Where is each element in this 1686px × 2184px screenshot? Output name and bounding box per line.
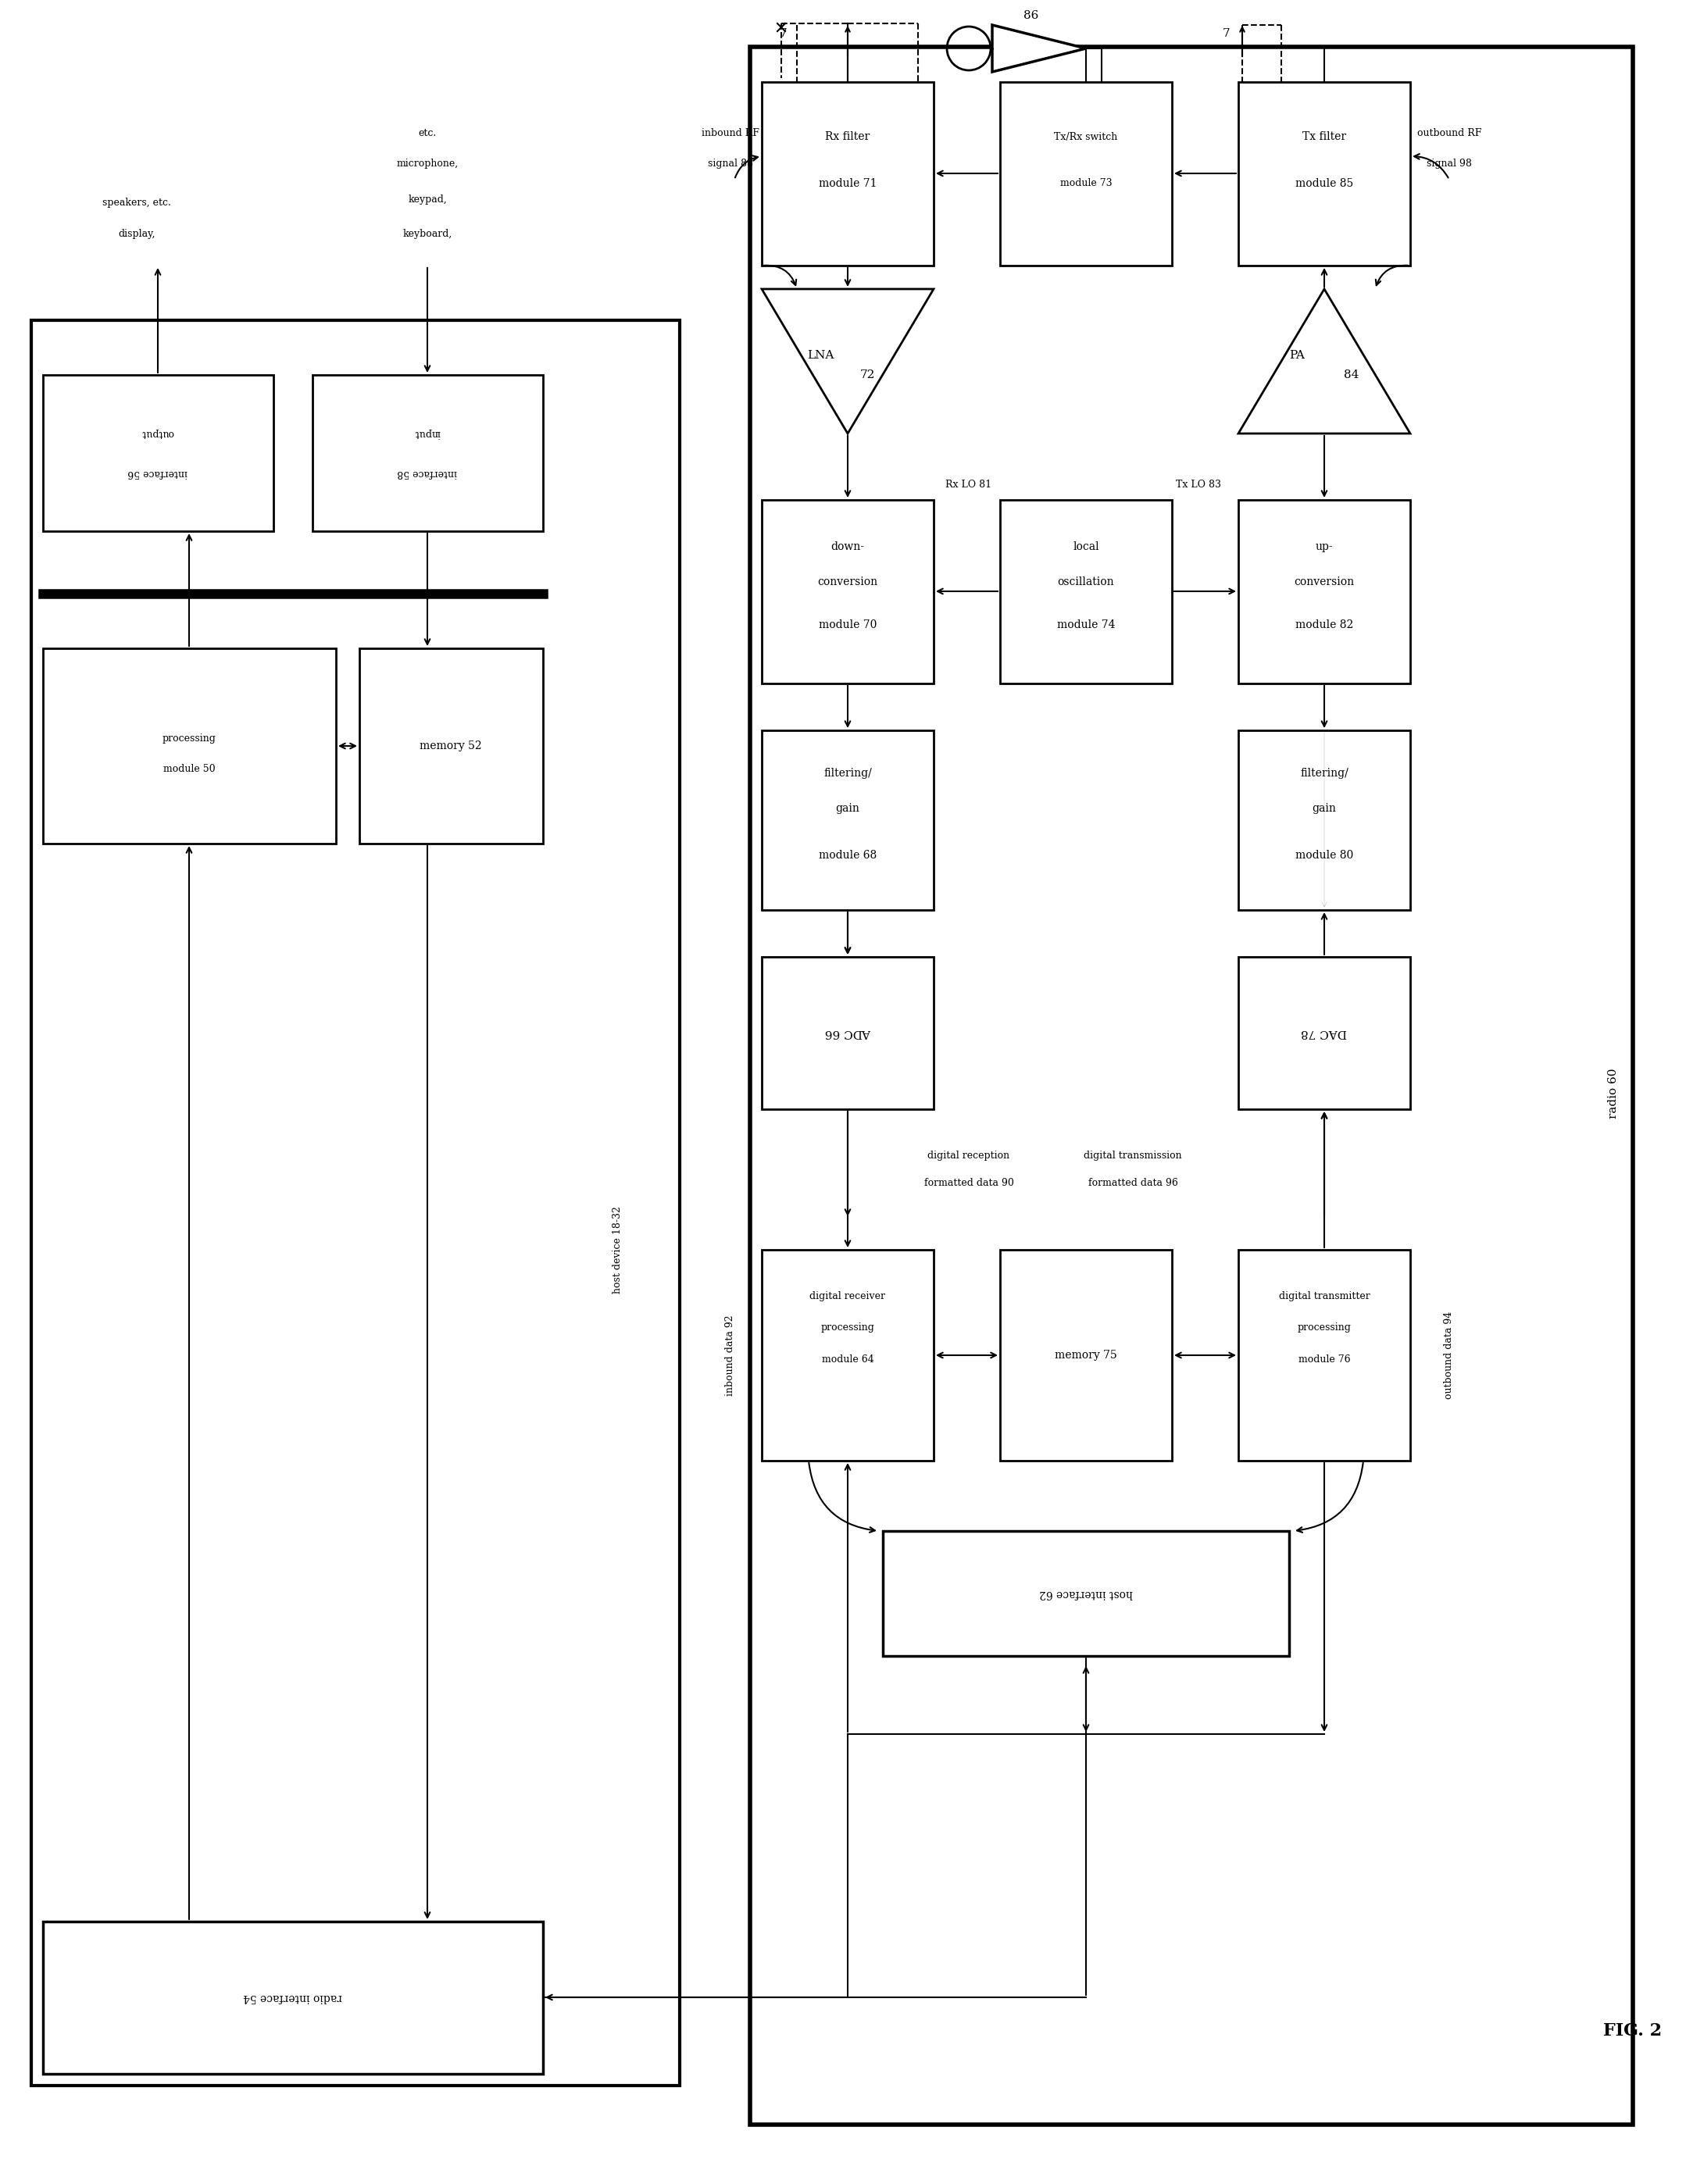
- Text: inbound data 92: inbound data 92: [725, 1315, 735, 1396]
- Text: down-: down-: [831, 542, 865, 553]
- Text: module 73: module 73: [1060, 179, 1113, 188]
- Text: digital receiver: digital receiver: [809, 1291, 885, 1302]
- Bar: [312, 376, 543, 531]
- Text: signal 98: signal 98: [1426, 159, 1472, 168]
- Text: module 64: module 64: [821, 1354, 873, 1365]
- Text: Rx LO 81: Rx LO 81: [946, 478, 991, 489]
- Polygon shape: [762, 288, 934, 432]
- Text: host interface 62: host interface 62: [1039, 1588, 1133, 1599]
- Text: processing: processing: [821, 1324, 875, 1332]
- Text: 7: 7: [781, 28, 787, 39]
- Text: Rx filter: Rx filter: [826, 131, 870, 142]
- Bar: [1238, 957, 1409, 1109]
- Text: memory 75: memory 75: [1055, 1350, 1118, 1361]
- Text: Tx LO 83: Tx LO 83: [1175, 478, 1221, 489]
- Polygon shape: [993, 24, 1086, 72]
- Bar: [1238, 83, 1409, 266]
- Text: processing: processing: [162, 734, 216, 743]
- Text: processing: processing: [1297, 1324, 1350, 1332]
- Text: conversion: conversion: [818, 577, 878, 587]
- Bar: [762, 1249, 934, 1461]
- Bar: [1238, 729, 1409, 911]
- Text: outbound data 94: outbound data 94: [1445, 1310, 1455, 1400]
- Text: 7: 7: [1222, 28, 1231, 39]
- Bar: [42, 649, 336, 843]
- Bar: [762, 957, 934, 1109]
- Bar: [1000, 1249, 1172, 1461]
- Text: interface 56: interface 56: [128, 467, 187, 478]
- Text: memory 52: memory 52: [420, 740, 482, 751]
- Text: DAC 78: DAC 78: [1302, 1026, 1347, 1037]
- Text: up-: up-: [1315, 542, 1334, 553]
- Text: inbound RF: inbound RF: [701, 127, 759, 138]
- Text: outbound RF: outbound RF: [1418, 127, 1482, 138]
- Text: etc.: etc.: [418, 127, 437, 138]
- Text: 84: 84: [1344, 369, 1359, 380]
- Text: filtering/: filtering/: [1300, 769, 1349, 780]
- Bar: [1000, 500, 1172, 684]
- Text: PA: PA: [1290, 349, 1305, 360]
- Text: input: input: [415, 428, 440, 439]
- Text: conversion: conversion: [1295, 577, 1354, 587]
- Text: display,: display,: [118, 229, 155, 240]
- Bar: [762, 729, 934, 911]
- Text: Tx filter: Tx filter: [1302, 131, 1345, 142]
- Text: speakers, etc.: speakers, etc.: [103, 199, 170, 207]
- Text: 86: 86: [1023, 11, 1039, 22]
- Text: host device 18-32: host device 18-32: [612, 1206, 622, 1293]
- Text: module 85: module 85: [1295, 179, 1354, 190]
- Bar: [762, 500, 934, 684]
- Text: digital transmission: digital transmission: [1084, 1151, 1182, 1162]
- Text: digital reception: digital reception: [927, 1151, 1010, 1162]
- Text: module 76: module 76: [1298, 1354, 1350, 1365]
- Bar: [42, 1922, 543, 2075]
- Text: module 68: module 68: [819, 850, 877, 860]
- Text: gain: gain: [1312, 804, 1337, 815]
- Bar: [750, 46, 1632, 2125]
- Text: digital transmitter: digital transmitter: [1278, 1291, 1369, 1302]
- Text: module 74: module 74: [1057, 620, 1114, 631]
- Bar: [883, 1531, 1290, 1655]
- Text: keyboard,: keyboard,: [403, 229, 452, 240]
- Text: formatted data 90: formatted data 90: [924, 1179, 1013, 1188]
- Text: formatted data 96: formatted data 96: [1087, 1179, 1179, 1188]
- Text: radio 60: radio 60: [1608, 1068, 1619, 1118]
- Text: microphone,: microphone,: [396, 159, 459, 168]
- Text: radio interface 54: radio interface 54: [243, 1992, 342, 2003]
- Bar: [32, 321, 679, 2086]
- Bar: [1000, 83, 1172, 266]
- Bar: [1238, 500, 1409, 684]
- Text: module 82: module 82: [1295, 620, 1354, 631]
- Text: FIG. 2: FIG. 2: [1603, 2022, 1662, 2040]
- Bar: [42, 376, 273, 531]
- Bar: [359, 649, 543, 843]
- Text: output: output: [142, 428, 174, 439]
- Text: module 50: module 50: [164, 764, 216, 775]
- Text: module 80: module 80: [1295, 850, 1354, 860]
- Text: gain: gain: [836, 804, 860, 815]
- Text: Tx/Rx switch: Tx/Rx switch: [1054, 131, 1118, 142]
- Text: module 70: module 70: [819, 620, 877, 631]
- Text: LNA: LNA: [808, 349, 835, 360]
- Polygon shape: [1238, 288, 1409, 432]
- Bar: [762, 83, 934, 266]
- Text: keypad,: keypad,: [408, 194, 447, 205]
- Text: filtering/: filtering/: [823, 769, 872, 780]
- Text: 72: 72: [860, 369, 875, 380]
- Text: module 71: module 71: [819, 179, 877, 190]
- Text: oscillation: oscillation: [1057, 577, 1114, 587]
- Text: local: local: [1072, 542, 1099, 553]
- Text: interface 58: interface 58: [398, 467, 457, 478]
- Text: signal 88: signal 88: [708, 159, 754, 168]
- Text: ADC 66: ADC 66: [824, 1026, 872, 1037]
- Bar: [1238, 1249, 1409, 1461]
